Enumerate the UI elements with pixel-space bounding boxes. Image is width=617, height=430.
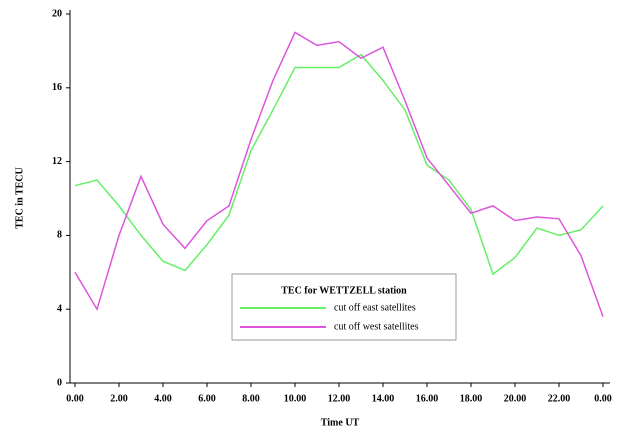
x-tick-label: 18.00 <box>460 393 483 404</box>
y-tick-label: 16 <box>52 82 62 93</box>
series-line <box>74 53 604 276</box>
y-axis-label: TEC in TECU <box>14 167 25 229</box>
x-tick-label: 8.00 <box>242 393 260 404</box>
chart-title: TEC for WETTZELL station <box>281 285 407 296</box>
y-tick-label: 20 <box>52 8 62 19</box>
series-line <box>74 31 604 317</box>
y-tick-label: 12 <box>52 156 62 167</box>
x-tick-label: 16.00 <box>416 393 439 404</box>
y-tick-label: 8 <box>57 230 62 241</box>
x-tick-label: 10.00 <box>284 393 307 404</box>
x-tick-label: 0.00 <box>594 393 612 404</box>
legend-label: cut off east satellites <box>334 302 416 313</box>
legend-label: cut off west satellites <box>334 321 419 332</box>
x-axis-label: Time UT <box>321 417 360 428</box>
x-tick-label: 4.00 <box>154 393 172 404</box>
y-tick-label: 4 <box>57 303 62 314</box>
x-tick-label: 6.00 <box>198 393 216 404</box>
y-tick-label: 0 <box>57 377 62 388</box>
x-tick-label: 22.00 <box>548 393 571 404</box>
x-tick-label: 0.00 <box>66 393 84 404</box>
x-tick-label: 20.00 <box>504 393 527 404</box>
x-tick-label: 2.00 <box>110 393 128 404</box>
x-tick-label: 12.00 <box>328 393 351 404</box>
x-tick-label: 14.00 <box>372 393 395 404</box>
